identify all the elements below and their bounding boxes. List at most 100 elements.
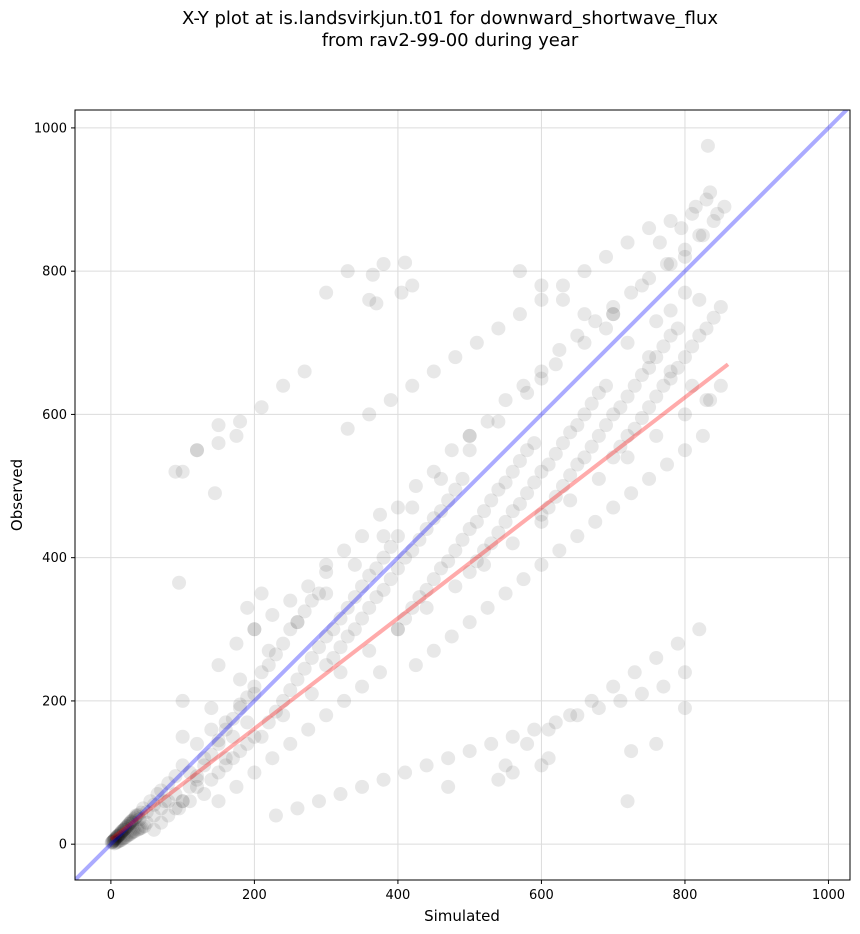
data-point <box>189 443 204 458</box>
data-point <box>620 794 635 809</box>
data-point <box>182 779 197 794</box>
data-point <box>634 368 649 383</box>
data-point <box>372 665 387 680</box>
data-point <box>139 804 154 819</box>
data-point <box>129 809 144 824</box>
data-point <box>670 360 685 375</box>
data-point <box>117 830 132 845</box>
x-tick-label: 1000 <box>812 888 845 903</box>
data-point <box>534 364 549 379</box>
data-point <box>713 299 728 314</box>
data-point <box>624 486 639 501</box>
data-point <box>218 751 233 766</box>
data-point <box>462 428 477 443</box>
data-point <box>663 371 678 386</box>
data-point <box>677 701 692 716</box>
data-point <box>107 836 122 851</box>
data-point <box>283 593 298 608</box>
data-point <box>534 514 549 529</box>
data-point <box>130 822 145 837</box>
data-point <box>112 827 127 842</box>
data-point <box>498 475 513 490</box>
data-point <box>211 765 226 780</box>
data-point <box>247 622 262 637</box>
data-point <box>699 321 714 336</box>
data-point <box>175 794 190 809</box>
data-point <box>211 794 226 809</box>
data-point <box>383 393 398 408</box>
data-point <box>663 257 678 271</box>
data-point <box>131 807 146 822</box>
data-point <box>570 457 585 472</box>
data-point <box>131 822 146 837</box>
data-point <box>706 310 721 325</box>
data-point <box>491 525 506 540</box>
data-point <box>126 825 141 840</box>
data-point <box>649 314 664 329</box>
data-point <box>128 808 143 823</box>
data-point <box>663 303 678 318</box>
chart-title-line-1: X-Y plot at is.landsvirkjun.t01 for down… <box>181 8 719 29</box>
data-point <box>265 607 280 622</box>
data-point <box>121 817 136 832</box>
data-point <box>161 794 176 809</box>
data-point <box>125 813 140 828</box>
data-point <box>520 736 535 751</box>
chart-title: X-Y plot at is.landsvirkjun.t01 for down… <box>0 8 860 52</box>
data-point <box>455 532 470 547</box>
data-point <box>154 783 169 798</box>
data-point <box>225 729 240 744</box>
data-point <box>116 822 131 837</box>
data-point <box>132 812 147 827</box>
data-point <box>319 285 334 300</box>
data-point <box>677 249 692 264</box>
data-point <box>663 328 678 343</box>
data-point <box>304 650 319 665</box>
data-point <box>652 235 667 250</box>
data-point <box>116 831 131 846</box>
data-point <box>261 658 276 673</box>
data-point <box>390 529 405 544</box>
data-point <box>441 554 456 569</box>
data-point <box>311 640 326 655</box>
data-point <box>620 335 635 350</box>
data-point <box>119 819 134 834</box>
data-point <box>114 824 129 839</box>
data-point <box>419 758 434 773</box>
data-point <box>426 511 441 526</box>
data-point <box>233 414 248 429</box>
data-point <box>161 776 176 791</box>
data-point <box>225 751 240 766</box>
data-point <box>211 418 226 433</box>
data-point <box>677 285 692 300</box>
data-point <box>108 832 123 847</box>
data-point <box>355 779 370 794</box>
data-point <box>588 514 603 529</box>
data-point <box>491 414 506 429</box>
data-point <box>541 751 556 766</box>
data-point <box>552 543 567 558</box>
data-point <box>355 679 370 694</box>
data-point <box>412 532 427 547</box>
data-point <box>301 722 316 737</box>
x-tick-label: 200 <box>242 888 267 903</box>
data-point <box>606 407 621 422</box>
data-point <box>311 586 326 601</box>
data-point <box>290 672 305 687</box>
data-point <box>390 622 405 637</box>
data-point <box>541 457 556 472</box>
data-point <box>108 835 123 850</box>
data-point <box>649 350 664 365</box>
data-point <box>128 810 143 825</box>
data-point <box>108 831 123 846</box>
data-point <box>448 543 463 558</box>
data-point <box>340 600 355 615</box>
data-point <box>491 772 506 787</box>
data-point <box>534 464 549 479</box>
data-point <box>606 299 621 314</box>
data-point <box>189 769 204 784</box>
data-point <box>121 827 136 842</box>
data-point <box>444 629 459 644</box>
data-point <box>462 565 477 579</box>
